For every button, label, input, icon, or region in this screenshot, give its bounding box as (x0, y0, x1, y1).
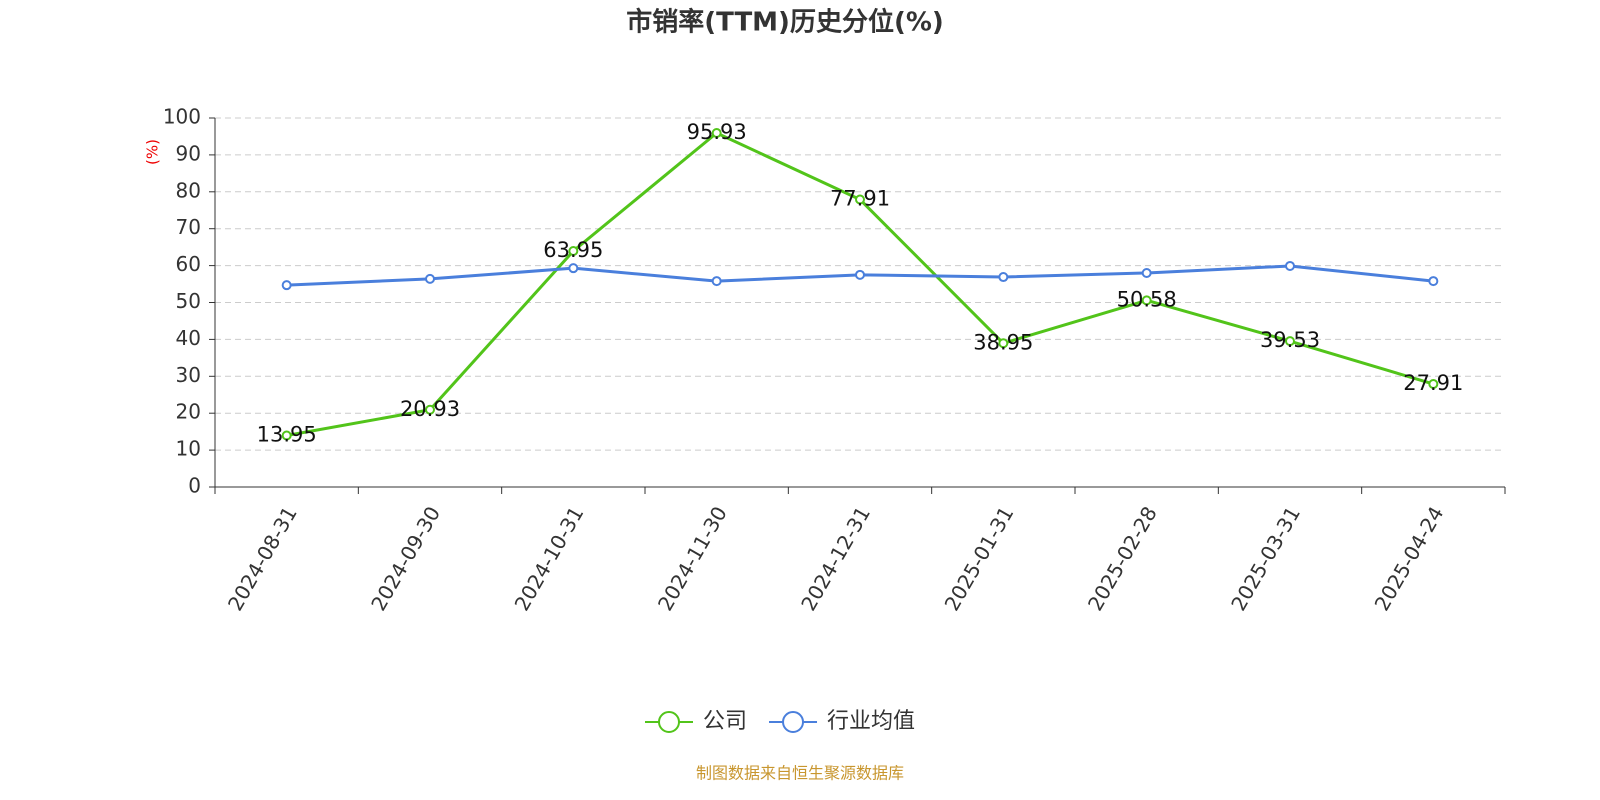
x-tick-label: 2024-11-30 (653, 502, 732, 615)
x-tick-label: 2025-02-28 (1083, 502, 1162, 615)
data-label: 38.95 (973, 330, 1033, 354)
y-tick-label: 20 (176, 400, 201, 424)
x-tick-label: 2025-03-31 (1226, 502, 1305, 615)
x-tick-label: 2024-09-30 (366, 502, 445, 615)
x-tick-label: 2024-08-31 (223, 502, 302, 615)
series-line (286, 131, 1434, 438)
x-tick-label: 2024-10-31 (510, 502, 589, 615)
y-tick-label: 0 (188, 474, 201, 498)
data-point (1141, 267, 1152, 278)
legend-marker[interactable] (782, 711, 805, 733)
y-tick-label: 70 (176, 215, 201, 239)
data-label: 95.93 (687, 120, 747, 144)
y-tick-label: 30 (176, 363, 201, 387)
source-note: 制图数据来自恒生聚源数据库 (696, 764, 904, 783)
y-tick-label: 10 (176, 437, 201, 461)
data-label: 63.95 (543, 238, 603, 262)
legend-label[interactable]: 公司 (703, 709, 747, 734)
data-point (711, 128, 722, 139)
data-point (425, 273, 435, 284)
y-tick-label: 40 (176, 326, 201, 350)
data-point (1141, 295, 1152, 306)
data-label: 13.95 (257, 423, 317, 447)
data-point (1285, 336, 1295, 347)
data-point (281, 430, 292, 441)
data-label: 39.53 (1260, 328, 1320, 352)
data-point (1428, 276, 1439, 287)
data-point (855, 194, 865, 205)
y-tick-label: 100 (163, 105, 201, 129)
y-axis-label: (%) (144, 139, 162, 165)
y-tick-label: 80 (176, 178, 201, 202)
data-point (711, 276, 722, 287)
data-point (1428, 379, 1439, 390)
chart-title: 市销率(TTM)历史分位(%) (626, 7, 944, 38)
data-point (568, 246, 579, 257)
x-tick-label: 2025-01-31 (940, 502, 1019, 615)
data-label: 27.91 (1403, 371, 1463, 395)
y-tick-label: 50 (176, 289, 201, 313)
data-point (998, 338, 1009, 349)
data-point (281, 280, 292, 291)
data-point (855, 269, 865, 280)
legend-label[interactable]: 行业均值 (827, 709, 915, 734)
y-tick-label: 90 (176, 141, 201, 165)
data-label: 77.91 (830, 187, 890, 211)
y-tick-label: 60 (176, 252, 201, 276)
data-point (425, 404, 435, 415)
data-label: 20.93 (400, 397, 460, 421)
data-point (1285, 260, 1295, 271)
x-tick-label: 2025-04-24 (1370, 502, 1449, 615)
data-label: 50.58 (1117, 287, 1177, 311)
data-point (998, 272, 1009, 283)
x-tick-label: 2024-12-31 (796, 502, 875, 615)
legend-marker[interactable] (658, 711, 680, 733)
data-point (568, 263, 579, 274)
